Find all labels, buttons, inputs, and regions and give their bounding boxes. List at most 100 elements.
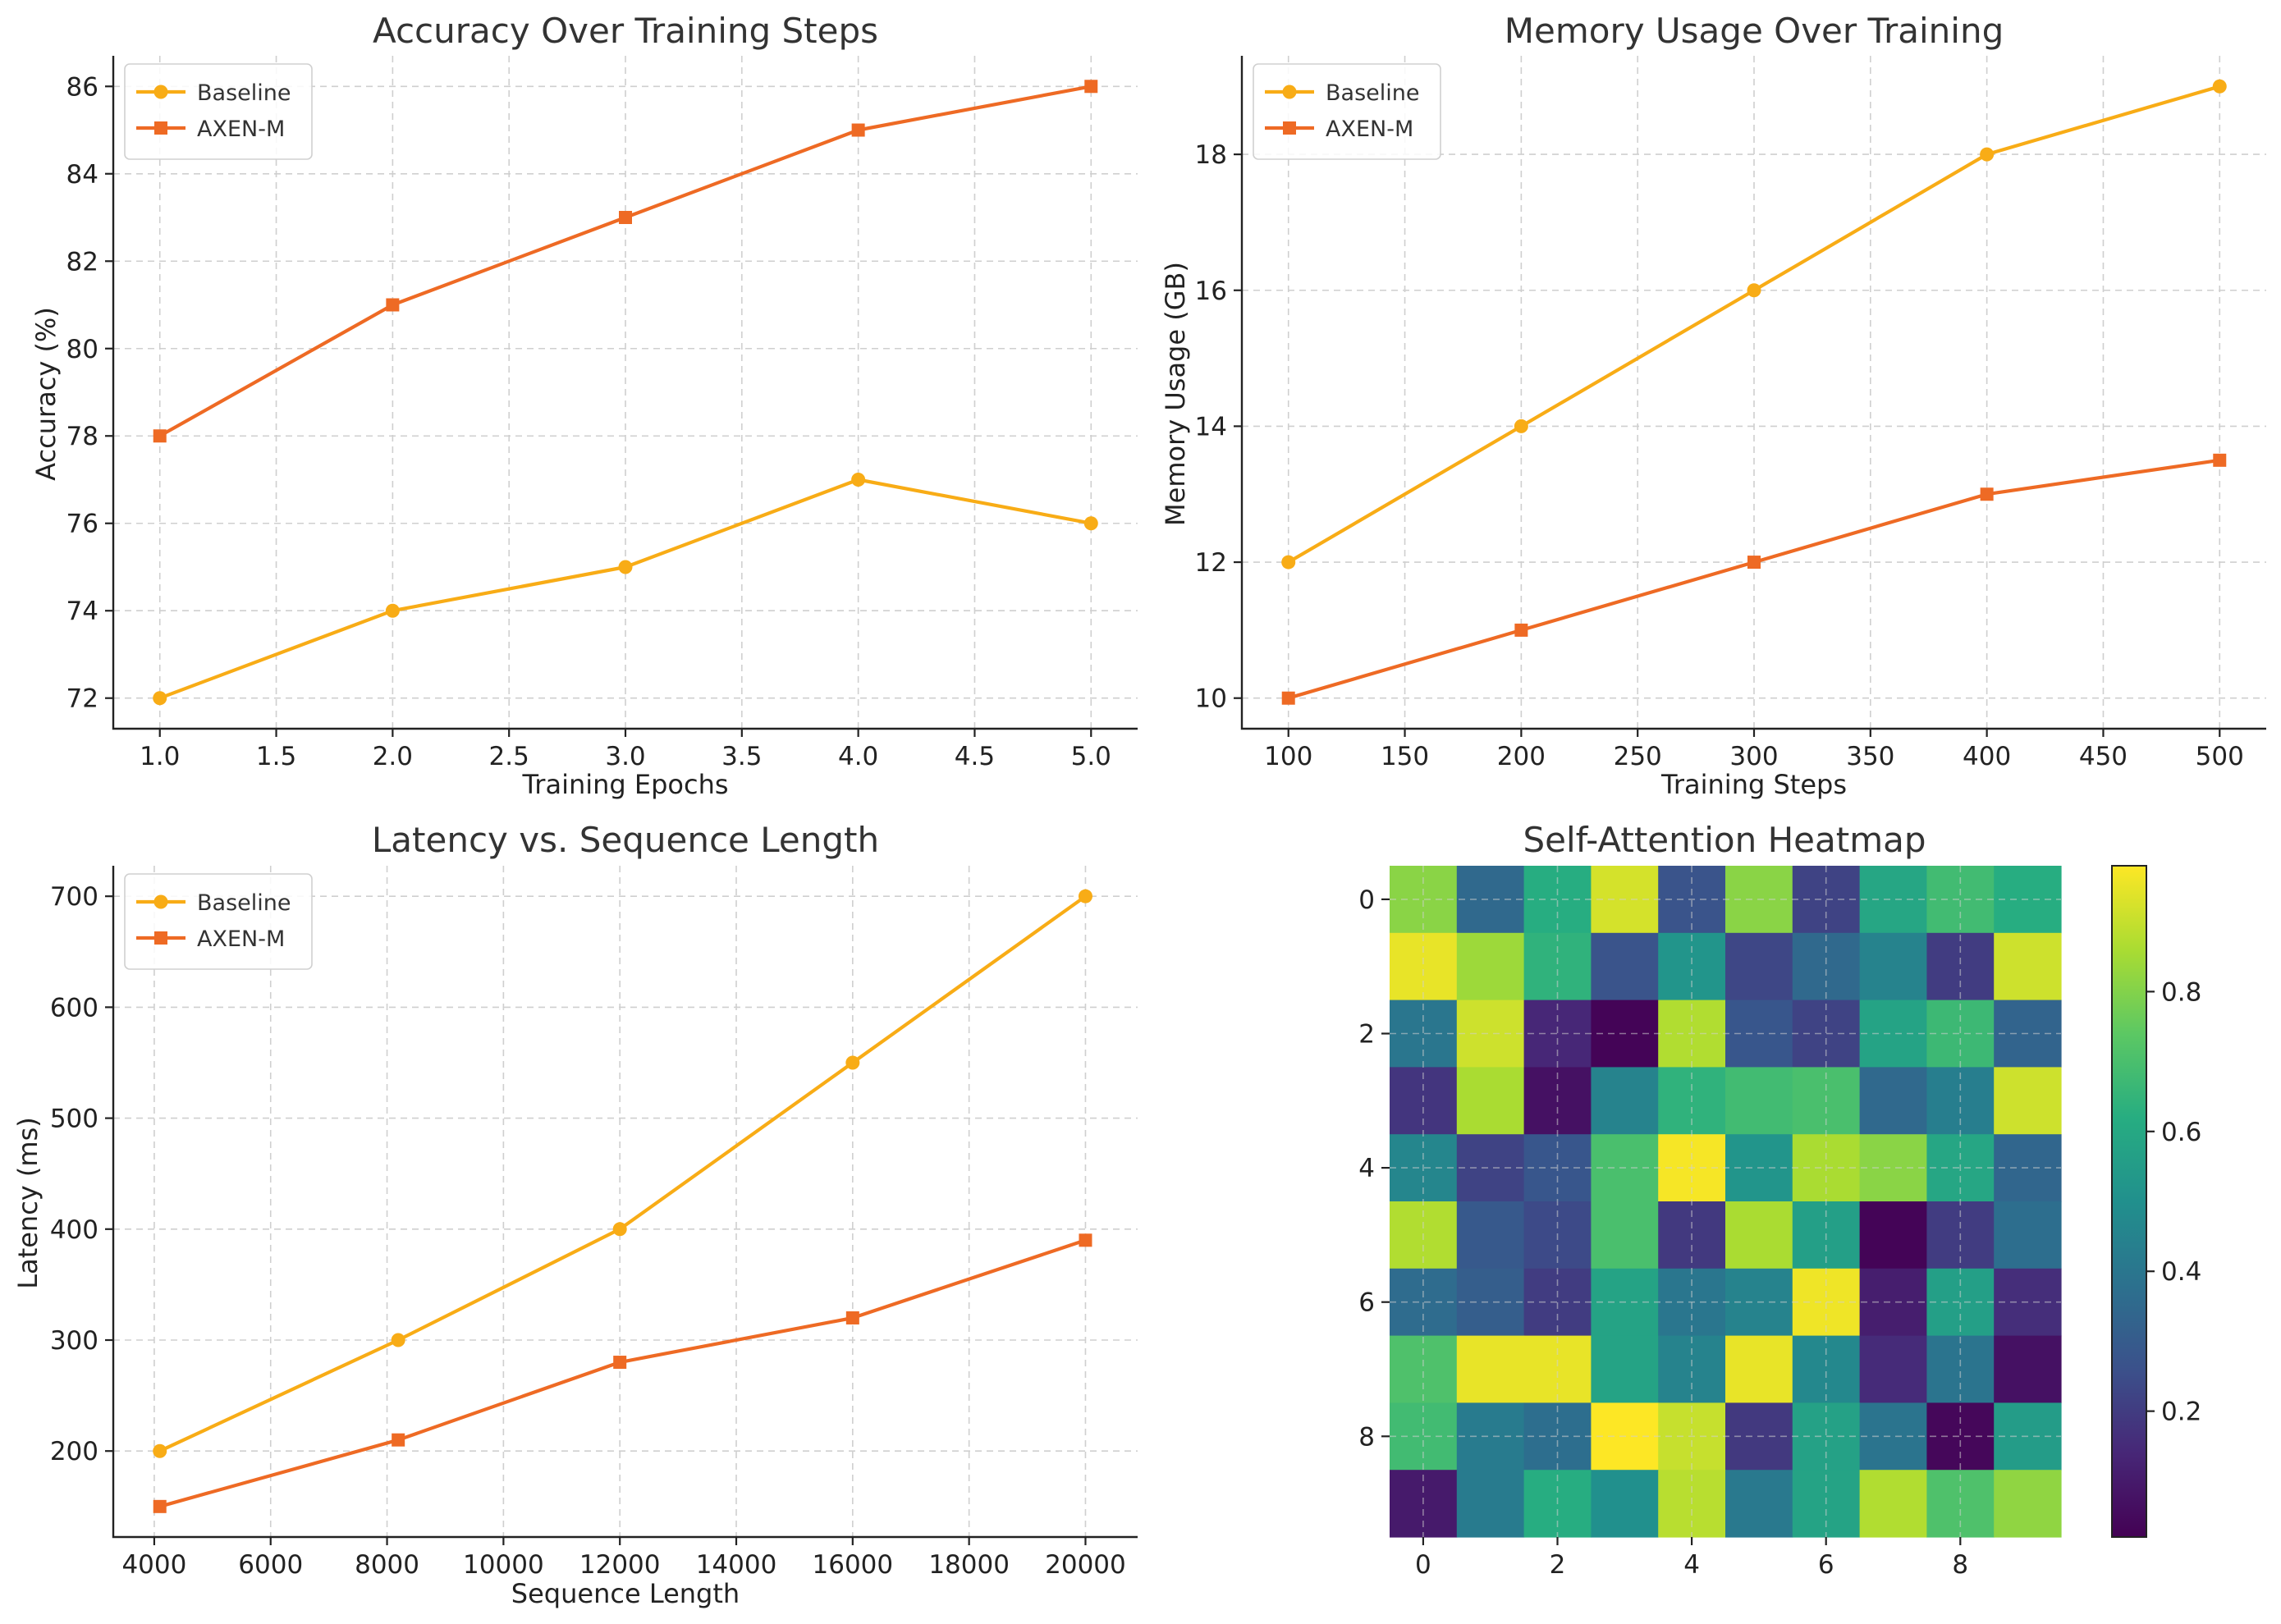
attention-heatmap-cell bbox=[1859, 1470, 1927, 1538]
attention-heatmap-cell bbox=[1456, 1000, 1525, 1068]
accuracy-point-axen-m bbox=[386, 298, 400, 312]
accuracy-point-axen-m bbox=[1084, 80, 1098, 94]
attention-heatmap-cell bbox=[1926, 866, 1995, 934]
attention-heatmap-cell bbox=[1390, 1335, 1458, 1403]
accuracy-y-tick-label: 80 bbox=[66, 335, 98, 364]
attention-heatmap-cell bbox=[1859, 866, 1927, 934]
attention-heatmap-cell bbox=[1591, 1067, 1659, 1135]
accuracy-x-tick-label: 5.0 bbox=[1071, 742, 1111, 771]
attention-colorbar-tick-label: 0.4 bbox=[2161, 1257, 2201, 1287]
latency-x-tick-label: 16000 bbox=[813, 1550, 894, 1580]
attention-x-tick-label: 0 bbox=[1415, 1550, 1431, 1580]
memory-x-tick-label: 400 bbox=[1963, 742, 2011, 771]
attention-heatmap-cell bbox=[1591, 1470, 1659, 1538]
attention-heatmap-cell bbox=[1456, 1067, 1525, 1135]
memory-point-baseline bbox=[2212, 79, 2227, 94]
attention-y-tick-label: 6 bbox=[1358, 1288, 1375, 1318]
attention-heatmap-cell bbox=[1859, 1067, 1927, 1135]
attention-colorbar bbox=[2111, 865, 2147, 1538]
accuracy-legend-label-baseline: Baseline bbox=[197, 80, 291, 106]
accuracy-y-tick-label: 72 bbox=[66, 684, 98, 714]
accuracy-y-tick-label: 78 bbox=[66, 422, 98, 451]
attention-colorbar-tick-label: 0.2 bbox=[2161, 1398, 2201, 1427]
attention-x-tick-label: 4 bbox=[1683, 1550, 1700, 1580]
attention-heatmap-cell bbox=[1994, 932, 2062, 1001]
accuracy-point-baseline bbox=[851, 472, 866, 487]
latency-legend-marker-baseline bbox=[153, 894, 168, 909]
attention-heatmap-cell bbox=[1456, 932, 1525, 1001]
attention-heatmap-cell bbox=[1859, 1134, 1927, 1202]
memory-x-tick-label: 500 bbox=[2196, 742, 2244, 771]
attention-heatmap-cell bbox=[1926, 1335, 1995, 1403]
memory-x-tick-label: 200 bbox=[1497, 742, 1546, 771]
accuracy-point-baseline bbox=[153, 691, 167, 706]
attention-heatmap-cell bbox=[1926, 1000, 1995, 1068]
accuracy-grid bbox=[113, 56, 1138, 729]
attention-colorbar-tick-label: 0.8 bbox=[2161, 977, 2201, 1007]
latency-point-baseline bbox=[845, 1055, 860, 1070]
attention-heatmap-cell bbox=[1725, 1201, 1793, 1269]
latency-point-axen-m bbox=[613, 1356, 627, 1370]
accuracy-legend: Baseline AXEN-M bbox=[124, 63, 313, 160]
attention-heatmap-cell bbox=[1523, 1402, 1592, 1471]
latency-chart-title: Latency vs. Sequence Length bbox=[372, 820, 879, 860]
attention-heatmap-cell bbox=[1994, 1201, 2062, 1269]
attention-heatmap-cell bbox=[1725, 1067, 1793, 1135]
memory-y-tick-label: 10 bbox=[1195, 684, 1227, 714]
memory-x-tick-label: 300 bbox=[1729, 742, 1778, 771]
latency-point-axen-m bbox=[845, 1311, 859, 1324]
accuracy-x-tick-label: 3.0 bbox=[605, 742, 645, 771]
memory-point-baseline bbox=[1747, 283, 1761, 298]
accuracy-y-tick-label: 74 bbox=[66, 597, 98, 626]
latency-y-tick-label: 200 bbox=[50, 1437, 98, 1466]
latency-y-tick-label: 300 bbox=[50, 1326, 98, 1356]
accuracy-y-tick-label: 86 bbox=[66, 72, 98, 102]
memory-legend-label-axen-m: AXEN-M bbox=[1326, 117, 1413, 142]
accuracy-axes-spine bbox=[112, 56, 1138, 730]
attention-heatmap-cell bbox=[1994, 1335, 2062, 1403]
memory-y-tick-label: 14 bbox=[1195, 412, 1227, 441]
attention-heatmap-cell bbox=[1523, 1335, 1592, 1403]
latency-x-tick-label: 12000 bbox=[579, 1550, 661, 1580]
memory-legend-marker-axen-m bbox=[1283, 121, 1296, 135]
latency-legend-label-baseline: Baseline bbox=[197, 890, 291, 916]
latency-point-baseline bbox=[612, 1222, 627, 1237]
memory-grid bbox=[1242, 56, 2266, 729]
attention-heatmap-cell bbox=[1926, 932, 1995, 1001]
attention-heatmap-cell bbox=[1456, 1335, 1525, 1403]
attention-heatmap-cell bbox=[1456, 866, 1525, 934]
accuracy-y-axis-label: Accuracy (%) bbox=[30, 307, 62, 481]
accuracy-point-axen-m bbox=[851, 123, 865, 137]
memory-x-tick-label: 450 bbox=[2079, 742, 2128, 771]
latency-x-tick-label: 14000 bbox=[696, 1550, 777, 1580]
attention-heatmap-cell bbox=[1456, 1268, 1525, 1337]
attention-heatmap-cell bbox=[1390, 1402, 1458, 1471]
attention-heatmap-cell bbox=[1859, 1000, 1927, 1068]
memory-x-tick-label: 100 bbox=[1264, 742, 1312, 771]
attention-y-tick-label: 8 bbox=[1358, 1422, 1375, 1452]
memory-point-axen-m bbox=[1281, 691, 1295, 705]
latency-x-tick-label: 20000 bbox=[1045, 1550, 1126, 1580]
attention-y-tick-label: 2 bbox=[1358, 1020, 1375, 1050]
memory-point-axen-m bbox=[1514, 623, 1528, 637]
attention-heatmap-cell bbox=[1859, 1402, 1927, 1471]
accuracy-legend-frame bbox=[124, 63, 313, 160]
attention-x-tick-label: 8 bbox=[1952, 1550, 1968, 1580]
latency-x-tick-label: 4000 bbox=[121, 1550, 186, 1580]
latency-y-tick-label: 700 bbox=[50, 882, 98, 912]
attention-heatmap-cell bbox=[1926, 1402, 1995, 1471]
memory-y-tick-label: 16 bbox=[1195, 277, 1227, 306]
attention-heatmap-cell bbox=[1859, 932, 1927, 1001]
latency-legend-label-axen-m: AXEN-M bbox=[197, 926, 285, 952]
attention-heatmap-cell bbox=[1725, 1470, 1793, 1538]
attention-heatmap-cell bbox=[1591, 1201, 1659, 1269]
accuracy-chart-title: Accuracy Over Training Steps bbox=[373, 11, 878, 51]
memory-point-baseline bbox=[1514, 419, 1528, 433]
latency-axes-spine bbox=[112, 866, 1138, 1539]
accuracy-point-axen-m bbox=[619, 211, 632, 225]
accuracy-x-axis-label: Training Epochs bbox=[521, 769, 728, 800]
accuracy-y-tick-label: 84 bbox=[66, 160, 98, 190]
memory-legend-marker-baseline bbox=[1282, 85, 1297, 99]
memory-chart: Memory Usage Over Training Training Step… bbox=[1160, 11, 2266, 800]
